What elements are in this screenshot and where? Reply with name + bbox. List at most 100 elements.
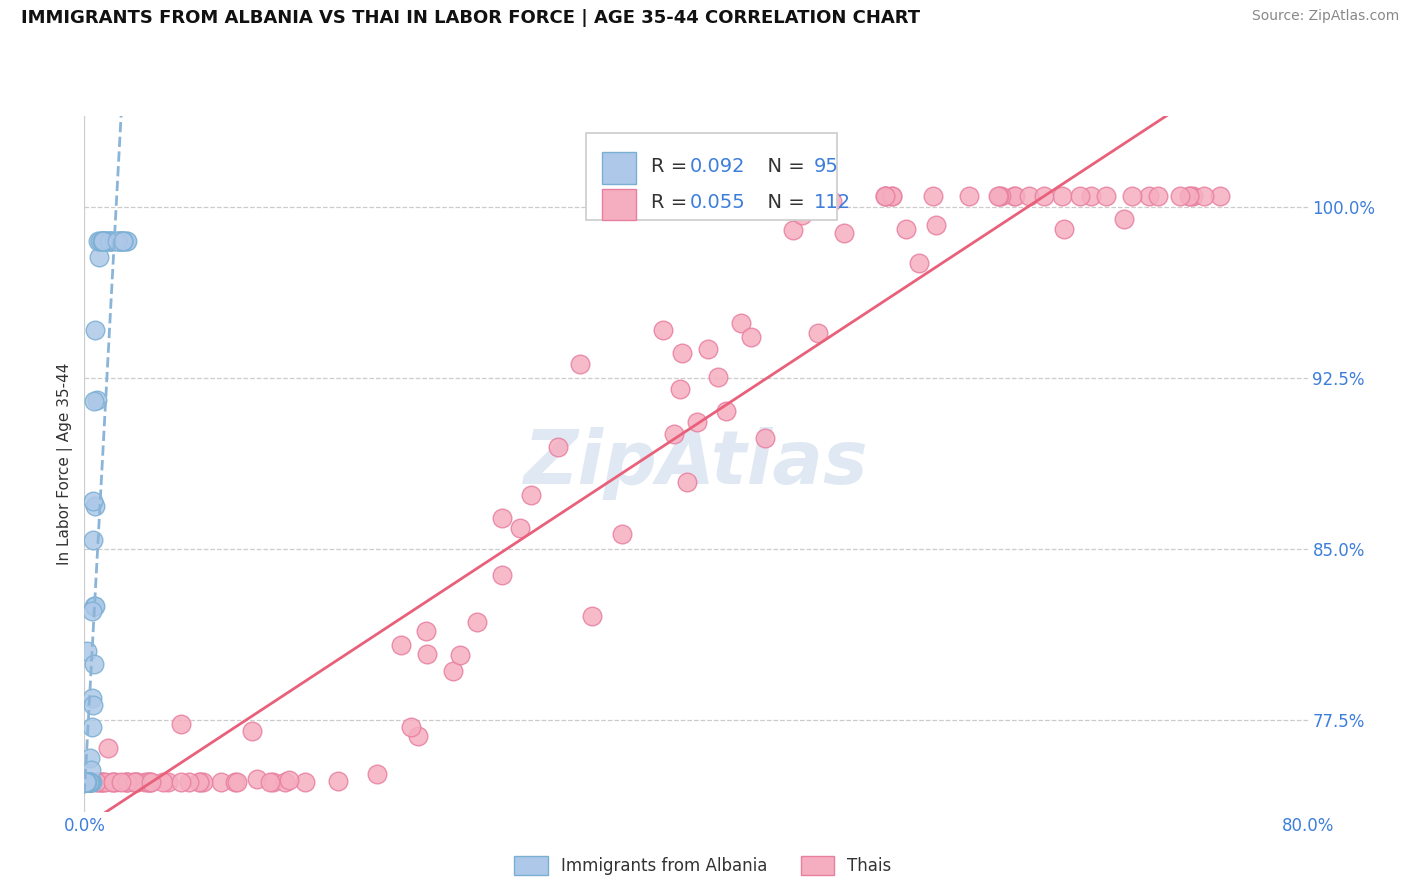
Point <box>75 775 97 789</box>
Point <box>79 775 101 789</box>
Point <box>110 775 132 789</box>
Point <box>882 189 904 203</box>
Point <box>191 775 214 789</box>
Point <box>75 775 97 789</box>
Point <box>894 222 917 236</box>
Point <box>990 189 1012 203</box>
Point <box>79 775 101 789</box>
Text: 112: 112 <box>814 194 851 212</box>
Point <box>188 775 211 789</box>
Point <box>225 775 247 789</box>
Point <box>75 775 97 789</box>
Bar <box>602 153 636 184</box>
Text: R =: R = <box>651 157 693 176</box>
Point <box>326 774 349 789</box>
Point <box>76 775 98 789</box>
Point <box>75 775 97 789</box>
Text: IMMIGRANTS FROM ALBANIA VS THAI IN LABOR FORCE | AGE 35-44 CORRELATION CHART: IMMIGRANTS FROM ALBANIA VS THAI IN LABOR… <box>21 9 920 27</box>
Point <box>111 235 134 249</box>
Point <box>110 235 132 249</box>
Point <box>90 775 112 789</box>
Point <box>925 219 948 233</box>
Point <box>98 235 121 249</box>
Point <box>209 775 232 789</box>
Point <box>75 775 97 789</box>
Point <box>75 775 97 789</box>
Point <box>125 775 148 789</box>
Point <box>821 194 844 208</box>
Point <box>100 235 122 249</box>
Point <box>1168 189 1191 203</box>
Text: ZipAtlas: ZipAtlas <box>523 427 869 500</box>
Point <box>84 499 107 513</box>
Text: N =: N = <box>755 194 811 212</box>
Point <box>90 235 112 249</box>
Point <box>408 729 430 743</box>
Point <box>77 775 100 789</box>
Point <box>880 189 903 203</box>
Point <box>1121 189 1143 203</box>
Point <box>77 775 100 789</box>
Point <box>139 775 162 789</box>
Point <box>76 775 98 789</box>
Point <box>568 357 591 371</box>
Point <box>90 775 112 789</box>
Point <box>782 222 804 236</box>
Point <box>75 775 97 789</box>
Point <box>873 189 896 203</box>
Point <box>87 251 110 265</box>
Point <box>294 775 316 789</box>
Point <box>157 775 180 789</box>
Point <box>115 775 138 789</box>
Point <box>664 427 686 442</box>
Point <box>82 494 104 508</box>
Point <box>94 235 117 249</box>
Point <box>581 609 603 624</box>
Point <box>91 235 114 249</box>
Point <box>138 775 160 789</box>
Point <box>179 775 201 789</box>
Point <box>399 721 422 735</box>
Point <box>1018 189 1040 203</box>
Point <box>83 599 105 614</box>
Point <box>101 775 124 789</box>
Point <box>122 775 145 789</box>
Point <box>921 189 943 203</box>
Point <box>89 235 111 249</box>
Point <box>1053 222 1076 236</box>
Point <box>77 775 100 789</box>
Point <box>75 775 97 789</box>
Point <box>108 235 131 249</box>
Point <box>75 775 97 789</box>
Point <box>75 775 97 789</box>
Point <box>79 775 101 789</box>
Point <box>908 256 931 270</box>
Point <box>1033 189 1056 203</box>
Point <box>75 775 97 789</box>
Point <box>76 775 98 789</box>
Point <box>105 235 128 249</box>
Point <box>1095 189 1118 203</box>
Point <box>740 330 762 344</box>
Y-axis label: In Labor Force | Age 35-44: In Labor Force | Age 35-44 <box>58 363 73 565</box>
Point <box>94 235 117 249</box>
Point <box>706 370 728 384</box>
Legend: Immigrants from Albania, Thais: Immigrants from Albania, Thais <box>506 847 900 884</box>
Point <box>491 567 513 582</box>
Point <box>75 775 97 789</box>
Point <box>93 775 115 789</box>
Text: Source: ZipAtlas.com: Source: ZipAtlas.com <box>1251 9 1399 23</box>
Point <box>509 521 531 535</box>
Point <box>112 235 135 249</box>
Point <box>76 775 98 789</box>
Point <box>1080 189 1102 203</box>
Point <box>1114 211 1136 226</box>
Point <box>134 775 156 789</box>
Point <box>139 775 162 789</box>
Point <box>676 475 699 489</box>
Point <box>875 189 897 203</box>
Point <box>278 773 301 788</box>
Point <box>75 775 97 789</box>
Point <box>79 775 101 789</box>
Point <box>730 316 752 330</box>
